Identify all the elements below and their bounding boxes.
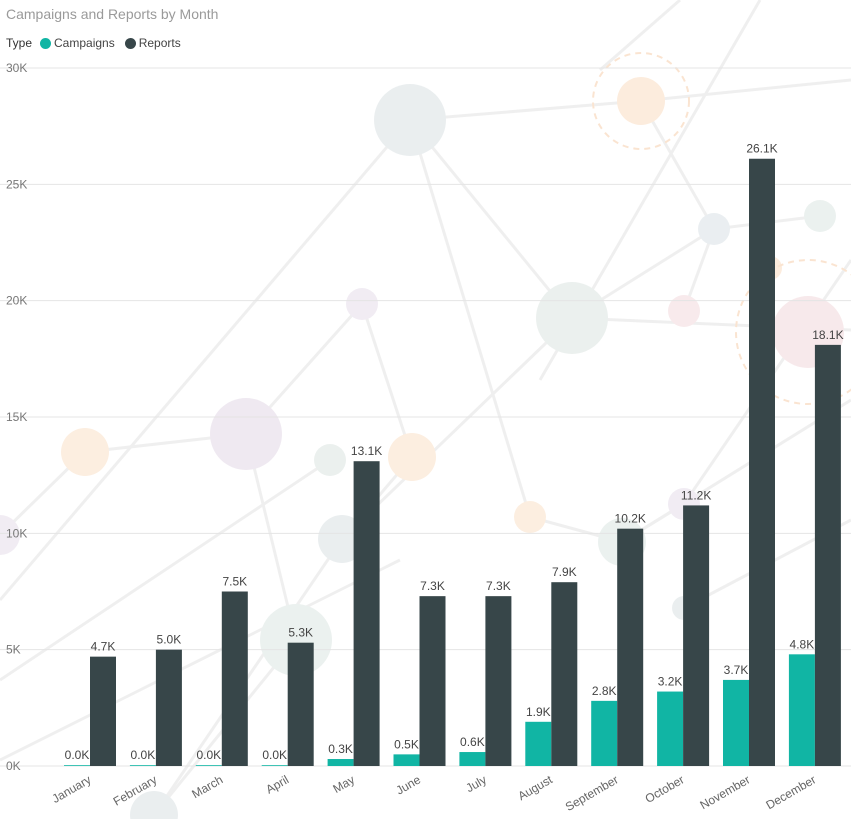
bar-reports-august[interactable] xyxy=(551,582,578,766)
x-tick-label: May xyxy=(330,772,357,795)
data-label-campaigns: 4.8K xyxy=(790,637,815,651)
bar-reports-april[interactable] xyxy=(287,642,314,766)
bar-campaigns-april[interactable] xyxy=(261,765,288,766)
data-label-reports: 11.2K xyxy=(681,488,711,502)
data-label-reports: 5.0K xyxy=(157,633,182,647)
x-tick-label: October xyxy=(643,772,687,805)
data-label-campaigns: 0.6K xyxy=(460,735,485,749)
data-label-campaigns: 2.8K xyxy=(592,684,617,698)
legend-swatch-campaigns xyxy=(40,37,52,49)
legend-title: Type xyxy=(6,36,33,50)
data-label-campaigns: 1.9K xyxy=(526,705,551,719)
y-tick-label: 15K xyxy=(6,410,27,424)
bar-campaigns-october[interactable] xyxy=(657,691,684,766)
bar-reports-november[interactable] xyxy=(749,158,775,767)
bar-campaigns-may[interactable] xyxy=(327,759,354,766)
bar-reports-march[interactable] xyxy=(221,591,248,767)
y-tick-label: 10K xyxy=(6,526,27,540)
bar-reports-july[interactable] xyxy=(485,596,512,766)
bar-campaigns-june[interactable] xyxy=(393,754,420,766)
bar-campaigns-july[interactable] xyxy=(459,752,486,766)
legend-item-campaigns[interactable]: Campaigns xyxy=(40,36,115,50)
y-tick-label: 25K xyxy=(6,177,27,191)
data-label-campaigns: 0.0K xyxy=(65,748,90,762)
y-tick-label: 30K xyxy=(6,61,27,75)
x-tick-label: July xyxy=(463,772,488,795)
y-axis: 0K 5K 10K 15K 20K 25K 30K xyxy=(6,61,27,773)
x-tick-label: December xyxy=(763,772,818,812)
y-tick-label: 20K xyxy=(6,294,27,308)
chart-title: Campaigns and Reports by Month xyxy=(6,6,219,22)
data-label-campaigns: 0.0K xyxy=(196,748,221,762)
bar-reports-october[interactable] xyxy=(683,505,710,766)
data-label-reports: 7.3K xyxy=(420,579,445,593)
data-label-campaigns: 0.0K xyxy=(262,748,287,762)
data-label-reports: 18.1K xyxy=(812,328,843,342)
data-label-reports: 13.1K xyxy=(351,444,382,458)
bar-reports-september[interactable] xyxy=(617,528,644,766)
x-tick-label: April xyxy=(263,772,291,796)
legend-label-campaigns: Campaigns xyxy=(54,36,115,50)
bar-campaigns-december[interactable] xyxy=(788,654,815,766)
legend-label-reports: Reports xyxy=(138,36,181,50)
data-label-reports: 4.7K xyxy=(91,640,116,654)
data-label-campaigns: 3.2K xyxy=(658,675,683,689)
x-tick-label: January xyxy=(50,772,94,805)
bar-campaigns-november[interactable] xyxy=(723,679,749,766)
x-tick-label: June xyxy=(393,772,423,797)
bar-reports-may[interactable] xyxy=(353,461,380,766)
bar-campaigns-march[interactable] xyxy=(195,765,222,766)
data-label-campaigns: 3.7K xyxy=(724,663,749,677)
y-tick-label: 0K xyxy=(6,759,21,773)
x-tick-label: September xyxy=(563,772,621,813)
bars xyxy=(64,158,841,767)
y-tick-label: 5K xyxy=(6,643,21,657)
x-tick-label: August xyxy=(515,772,555,803)
legend-item-reports[interactable]: Reports xyxy=(124,36,181,50)
data-label-campaigns: 0.0K xyxy=(131,748,156,762)
bar-campaigns-february[interactable] xyxy=(129,765,156,766)
bar-reports-december[interactable] xyxy=(814,344,841,766)
x-tick-label: November xyxy=(698,772,753,812)
legend-swatch-reports xyxy=(124,37,136,49)
data-label-campaigns: 0.3K xyxy=(328,742,353,756)
x-tick-label: March xyxy=(189,772,225,801)
data-label-reports: 7.5K xyxy=(222,575,247,589)
bar-reports-january[interactable] xyxy=(90,656,116,766)
bar-campaigns-august[interactable] xyxy=(525,721,552,766)
data-label-reports: 7.3K xyxy=(486,579,511,593)
data-labels: 0.0K 4.7K 0.0K 5.0K 0.0K 7.5K 0.0K 5.3K 0.3K 13.1… xyxy=(65,142,844,762)
bar-reports-june[interactable] xyxy=(419,596,446,766)
bar-reports-february[interactable] xyxy=(155,649,182,766)
data-label-campaigns: 0.5K xyxy=(394,737,419,751)
data-label-reports: 26.1K xyxy=(746,142,777,156)
bar-campaigns-september[interactable] xyxy=(591,700,618,766)
legend: Type Campaigns Reports xyxy=(6,36,191,50)
data-label-reports: 5.3K xyxy=(288,626,313,640)
bar-campaigns-january[interactable] xyxy=(64,765,90,766)
data-label-reports: 7.9K xyxy=(552,565,577,579)
data-label-reports: 10.2K xyxy=(615,512,646,526)
